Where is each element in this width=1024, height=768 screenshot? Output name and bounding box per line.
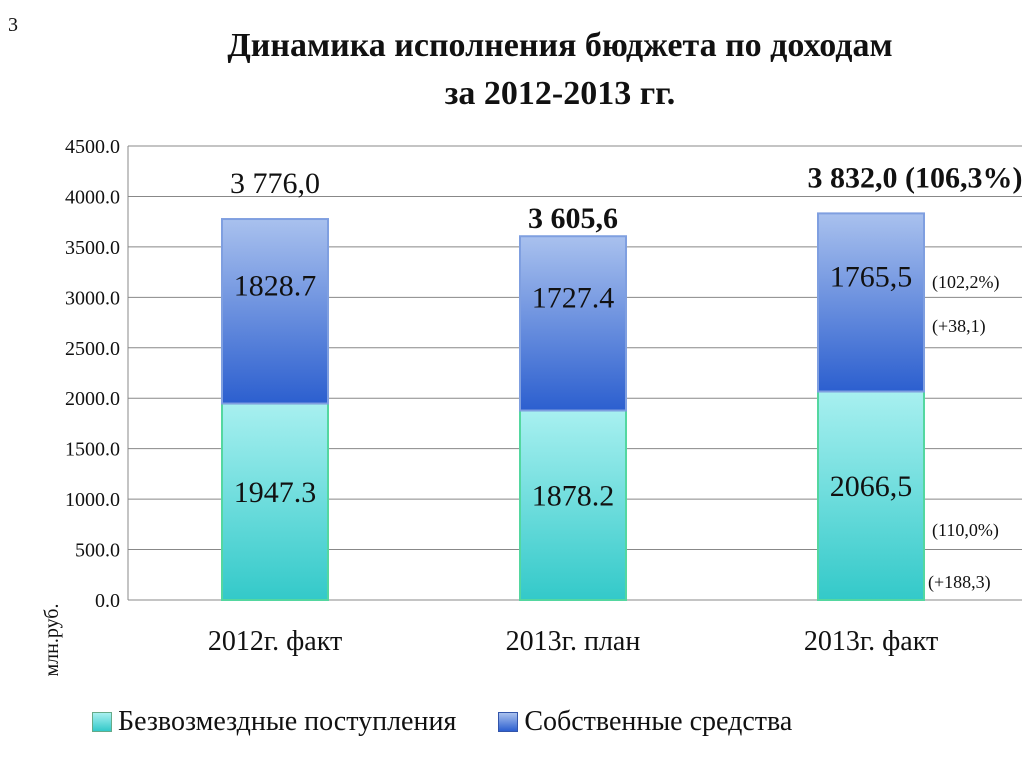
y-tick-label: 500.0 [75,540,120,562]
annotation-label: (102,2%) [932,272,999,293]
slide-number: 3 [8,14,18,36]
bar-gratuitous [221,402,329,601]
stacked-bar-chart: 0.0 500.0 1000.0 1500.0 2000.0 2500.0 3000.0 35… [41,136,1023,677]
bar-own [519,235,627,412]
annotation-label: (110,0%) [932,520,999,541]
bar-own [817,212,925,393]
y-tick-label: 3000.0 [65,287,120,309]
x-tick-label: 2013г. факт [804,626,938,657]
x-tick-label: 2012г. факт [208,626,342,657]
data-label: 2066,5 [830,470,913,503]
bar-gratuitous [817,390,925,602]
y-tick-label: 1000.0 [65,489,120,511]
x-tick-label: 2013г. план [506,626,641,657]
legend-label-gratuitous: Безвозмездные поступления [118,706,457,737]
legend-swatch-gratuitous [92,712,112,732]
legend: Безвозмездные поступления Собственные ср… [92,706,792,738]
annotation-label: (+38,1) [932,316,986,337]
bar-own [221,218,329,405]
title-line-1: Динамика исполнения бюджета по доходам [227,27,893,64]
annotation-label: (+188,3) [928,572,991,593]
y-tick-label: 4500.0 [65,136,120,158]
data-label: 1765,5 [830,260,913,293]
data-label: 1727.4 [532,281,615,314]
y-tick-label: 2500.0 [65,338,120,360]
page-title: Динамика исполнения бюджета по доходам з… [110,22,1010,118]
y-tick-label: 3500.0 [65,237,120,259]
data-label: 1947.3 [234,476,317,509]
legend-label-own: Собственные средства [524,706,793,737]
legend-item-gratuitous: Безвозмездные поступления [92,706,456,738]
title-line-2: за 2012-2013 гг. [444,75,676,112]
total-label: 3 832,0 (106,3%) [808,161,1023,194]
legend-swatch-own [498,712,519,732]
total-label: 3 776,0 [230,167,320,200]
legend-item-own: Собственные средства [498,706,792,738]
bar-gratuitous [519,409,627,602]
y-tick-label: 0.0 [95,590,120,612]
y-tick-label: 2000.0 [65,388,120,410]
y-tick-label: 4000.0 [65,186,120,208]
y-axis-label: млн.руб. [41,604,63,677]
y-tick-label: 1500.0 [65,439,120,461]
total-label: 3 605,6 [528,202,618,235]
data-label: 1878.2 [532,479,615,512]
data-label: 1828.7 [234,269,317,302]
